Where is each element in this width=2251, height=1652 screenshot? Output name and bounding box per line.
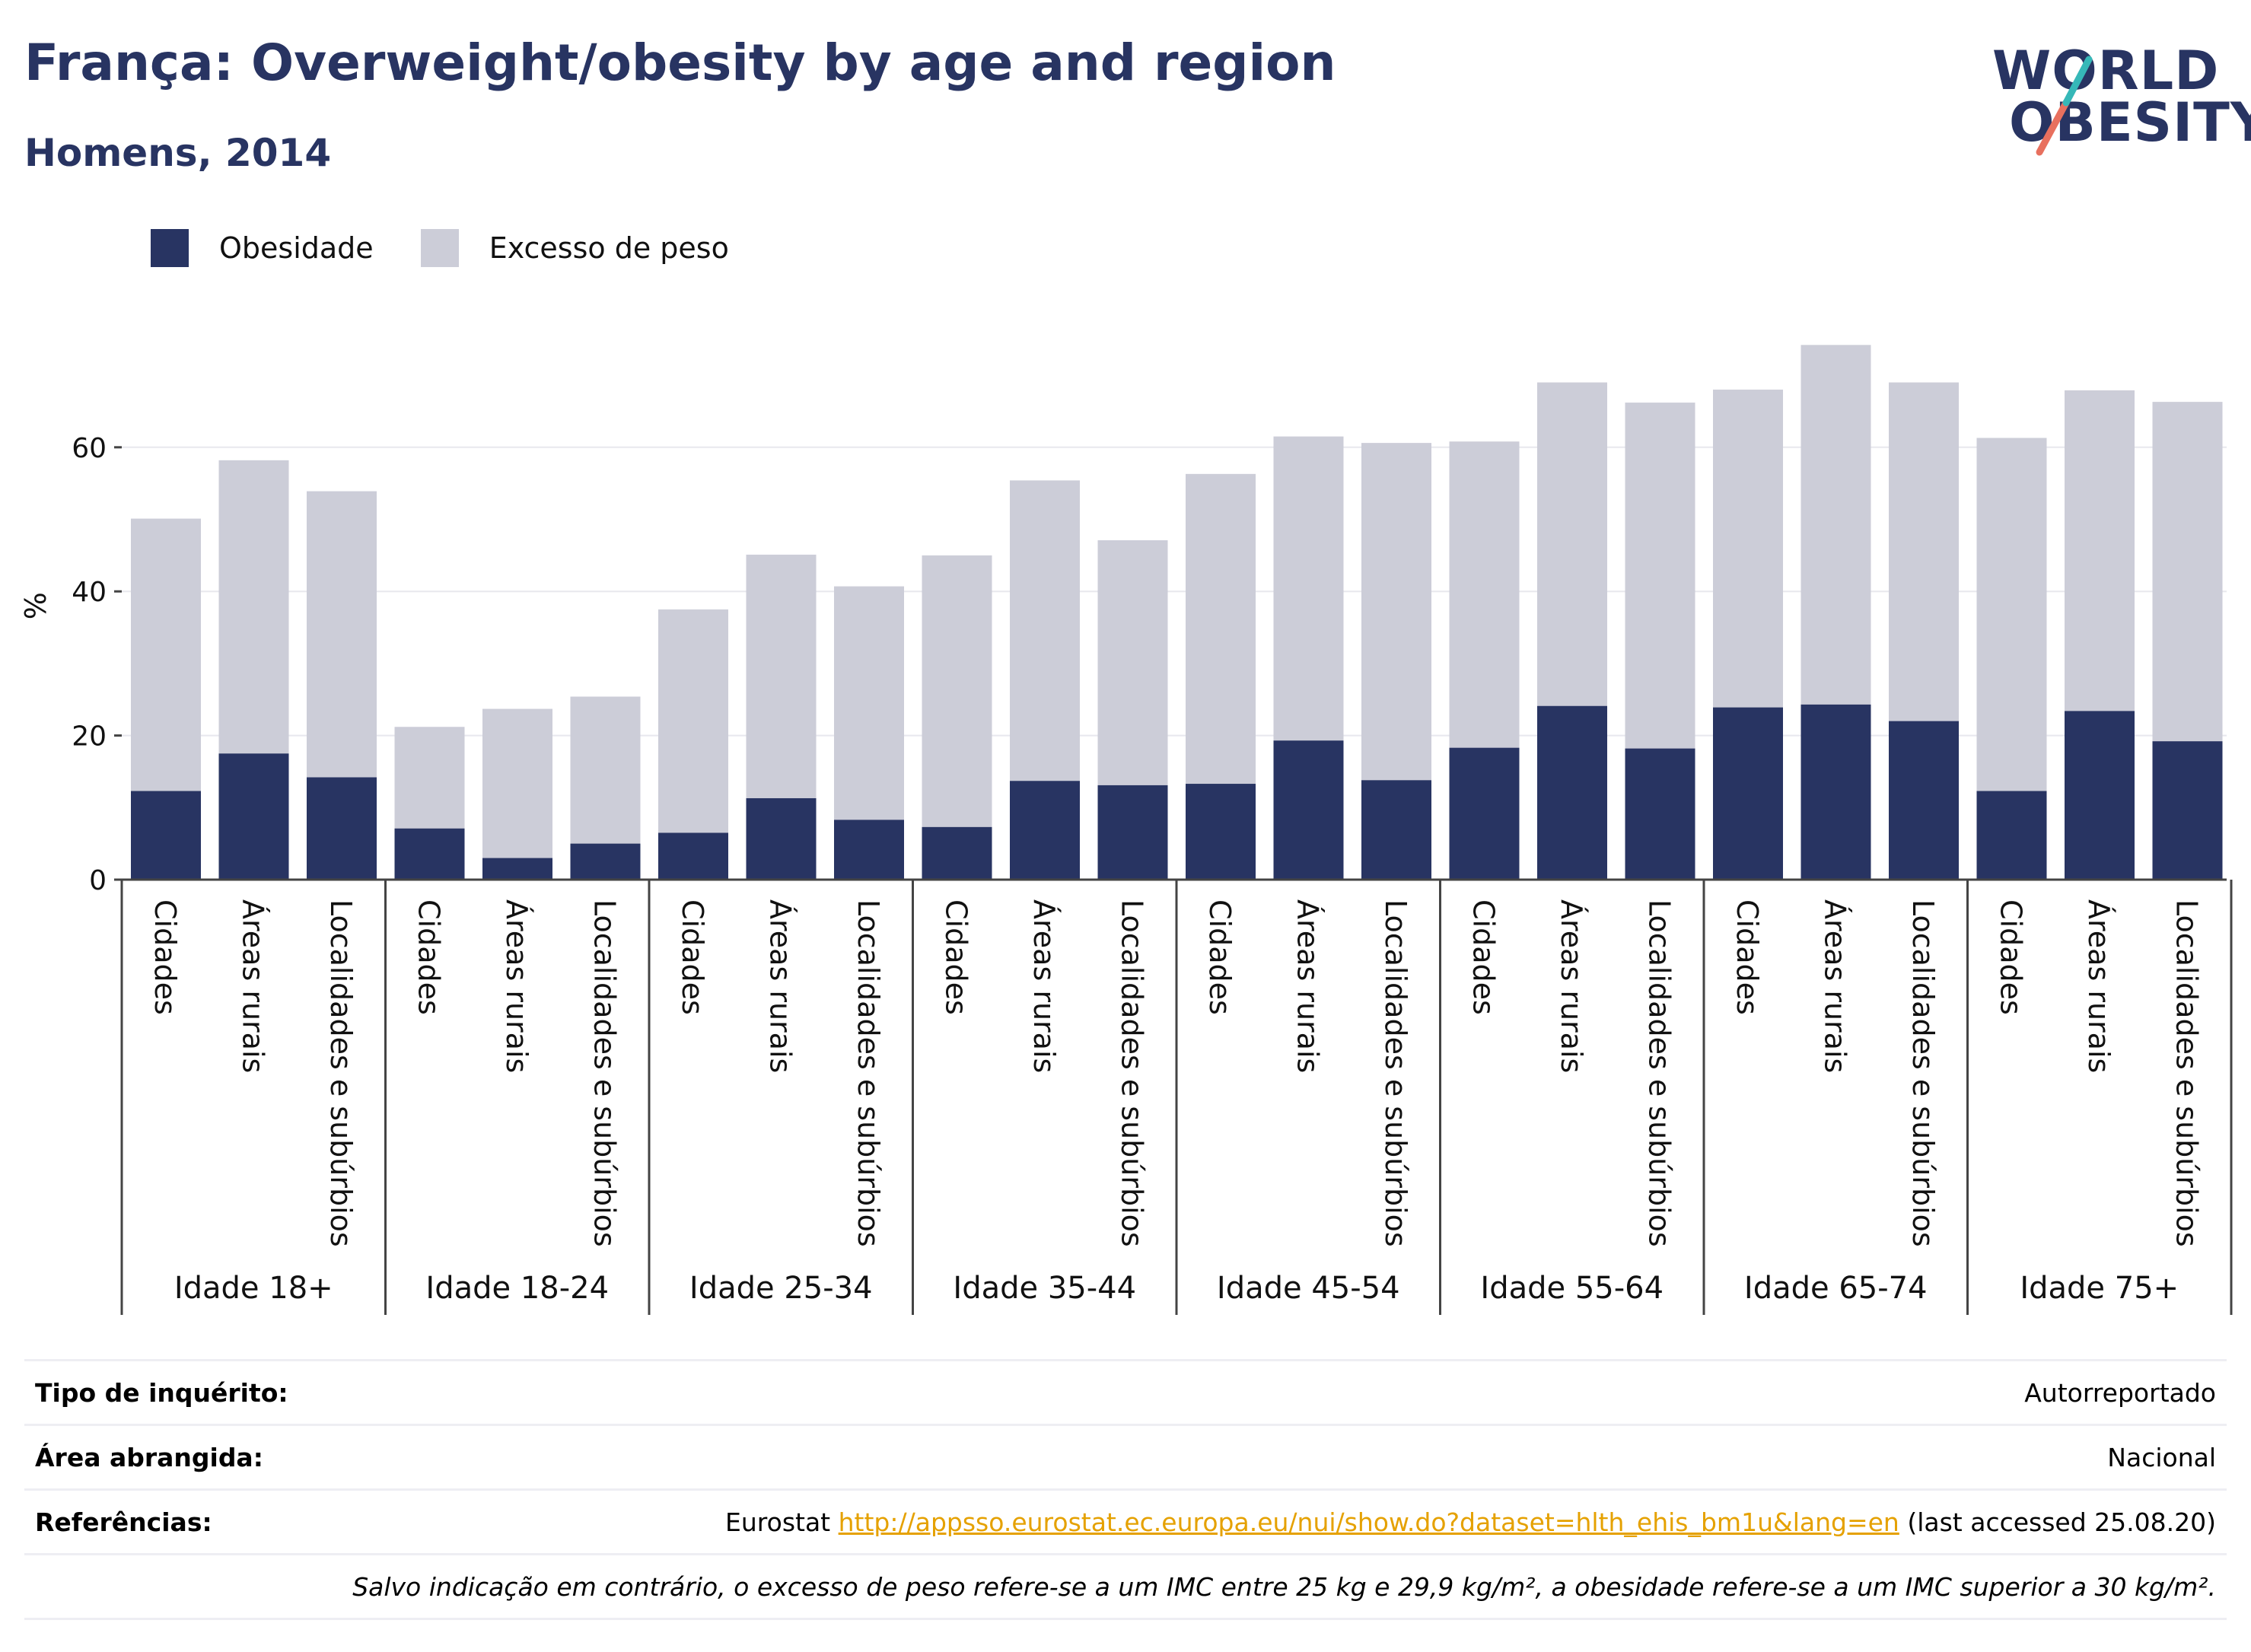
x-tick-label: Cidades bbox=[148, 899, 182, 1015]
bar-overweight bbox=[482, 708, 552, 880]
x-tick-label: Localidades e subúrbios bbox=[1643, 899, 1676, 1247]
bar-obesity bbox=[131, 791, 201, 880]
bar-obesity bbox=[1889, 721, 1959, 880]
x-tick-label: Cidades bbox=[1730, 899, 1764, 1015]
x-tick-label: Áreas rurais bbox=[1027, 899, 1061, 1073]
group-label: Idade 18+ bbox=[174, 1271, 333, 1306]
x-tick-label: Áreas rurais bbox=[764, 899, 798, 1073]
y-axis-title: % bbox=[19, 592, 53, 619]
bar-obesity bbox=[834, 820, 904, 880]
x-tick-label: Localidades e subúrbios bbox=[1379, 899, 1412, 1247]
references-accessed: (last accessed 25.08.20) bbox=[1899, 1507, 2216, 1537]
bar-obesity bbox=[2152, 741, 2223, 880]
area-label: Área abrangida: bbox=[35, 1442, 263, 1472]
bar-obesity bbox=[394, 828, 465, 880]
bar-obesity bbox=[1713, 707, 1783, 880]
bar-obesity bbox=[1625, 748, 1695, 880]
bar-chart: % 0 20 40 60 Cidades Áreas rurais Localidades e… bbox=[19, 345, 2233, 1315]
x-tick-label: Cidades bbox=[676, 899, 709, 1015]
references-row: Referências: Eurostat http://appsso.euro… bbox=[24, 1488, 2227, 1553]
x-tick-label: Áreas rurais bbox=[500, 899, 533, 1073]
x-tick-label: Localidades e subúrbios bbox=[2170, 899, 2204, 1247]
bar-obesity bbox=[482, 858, 552, 880]
references-link[interactable]: http://appsso.eurostat.ec.europa.eu/nui/… bbox=[838, 1507, 1899, 1537]
definition-note: Salvo indicação em contrário, o excesso … bbox=[352, 1571, 2216, 1602]
area-row: Área abrangida: Nacional bbox=[24, 1424, 2227, 1488]
y-tick-label: 20 bbox=[72, 721, 107, 753]
x-tick-label: Áreas rurais bbox=[1291, 899, 1325, 1073]
x-tick-label: Cidades bbox=[1995, 899, 2028, 1015]
legend-swatch-obesity bbox=[151, 229, 189, 267]
chart-subtitle: Homens, 2014 bbox=[24, 131, 332, 175]
x-tick-label: Localidades e subúrbios bbox=[324, 899, 358, 1247]
chart-legend: Obesidade Excesso de peso bbox=[151, 227, 776, 269]
x-tick-label: Áreas rurais bbox=[2082, 899, 2116, 1073]
bar-obesity bbox=[2065, 711, 2135, 880]
y-tick-label: 0 bbox=[89, 865, 107, 896]
survey-label: Tipo de inquérito: bbox=[35, 1377, 288, 1408]
bar-obesity bbox=[1449, 747, 1520, 880]
x-tick-label: Localidades e subúrbios bbox=[588, 899, 622, 1247]
y-tick-label: 40 bbox=[72, 577, 107, 608]
legend-swatch-overweight bbox=[420, 229, 459, 267]
bar-obesity bbox=[307, 777, 377, 880]
info-table: Tipo de inquérito: Autorreportado Área a… bbox=[24, 1359, 2227, 1620]
x-tick-label: Áreas rurais bbox=[1819, 899, 1852, 1073]
bar-obesity bbox=[746, 797, 817, 880]
x-tick-label: Localidades e subúrbios bbox=[852, 899, 885, 1247]
bar-obesity bbox=[658, 832, 728, 880]
bar-obesity bbox=[218, 753, 289, 880]
legend-label-overweight: Excesso de peso bbox=[489, 231, 729, 265]
world-obesity-logo: WORLD OBESITY bbox=[1986, 38, 2251, 160]
survey-row: Tipo de inquérito: Autorreportado bbox=[24, 1359, 2227, 1424]
chart-title: França: Overweight/obesity by age and re… bbox=[24, 33, 1336, 92]
x-tick-label: Áreas rurais bbox=[1555, 899, 1588, 1073]
bar-obesity bbox=[922, 826, 992, 880]
bar-obesity bbox=[1800, 704, 1871, 880]
group-label: Idade 75+ bbox=[2020, 1271, 2179, 1306]
x-tick-label: Áreas rurais bbox=[237, 899, 270, 1073]
x-tick-label: Cidades bbox=[412, 899, 446, 1015]
group-label: Idade 55-64 bbox=[1480, 1271, 1664, 1306]
legend-item-obesity: Obesidade bbox=[151, 229, 374, 267]
group-label: Idade 18-24 bbox=[425, 1271, 609, 1306]
area-value: Nacional bbox=[2107, 1442, 2216, 1472]
x-tick-label: Cidades bbox=[1467, 899, 1501, 1015]
legend-item-overweight: Excesso de peso bbox=[420, 229, 729, 267]
x-tick-label: Localidades e subúrbios bbox=[1906, 899, 1940, 1247]
x-tick-label: Cidades bbox=[1203, 899, 1237, 1015]
y-tick-label: 60 bbox=[72, 433, 107, 464]
bar-overweight bbox=[922, 555, 992, 880]
bar-obesity bbox=[570, 843, 641, 880]
legend-label-obesity: Obesidade bbox=[219, 231, 374, 265]
x-tick-label: Localidades e subúrbios bbox=[1116, 899, 1149, 1247]
bar-obesity bbox=[1097, 785, 1168, 880]
references-label: Referências: bbox=[35, 1507, 212, 1537]
logo-slash-icon bbox=[2036, 56, 2093, 156]
group-label: Idade 35-44 bbox=[953, 1271, 1136, 1306]
group-label: Idade 45-54 bbox=[1217, 1271, 1400, 1306]
group-label: Idade 65-74 bbox=[1744, 1271, 1928, 1306]
x-tick-label: Cidades bbox=[940, 899, 973, 1015]
bar-obesity bbox=[1010, 781, 1080, 880]
bar-obesity bbox=[1361, 780, 1431, 880]
logo-line1: WORLD bbox=[1992, 40, 2220, 102]
references-source: Eurostat bbox=[725, 1507, 839, 1537]
note-row: Salvo indicação em contrário, o excesso … bbox=[24, 1553, 2227, 1620]
group-label: Idade 25-34 bbox=[689, 1271, 873, 1306]
references-value: Eurostat http://appsso.eurostat.ec.europ… bbox=[725, 1507, 2216, 1537]
bar-obesity bbox=[1273, 740, 1344, 880]
survey-value: Autorreportado bbox=[2024, 1377, 2216, 1408]
bar-obesity bbox=[1976, 791, 2047, 880]
bar-obesity bbox=[1537, 705, 1607, 880]
bar-obesity bbox=[1186, 784, 1256, 880]
